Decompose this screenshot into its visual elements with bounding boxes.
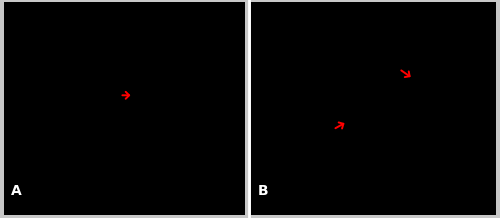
- Text: B: B: [258, 184, 268, 198]
- Text: A: A: [11, 184, 22, 198]
